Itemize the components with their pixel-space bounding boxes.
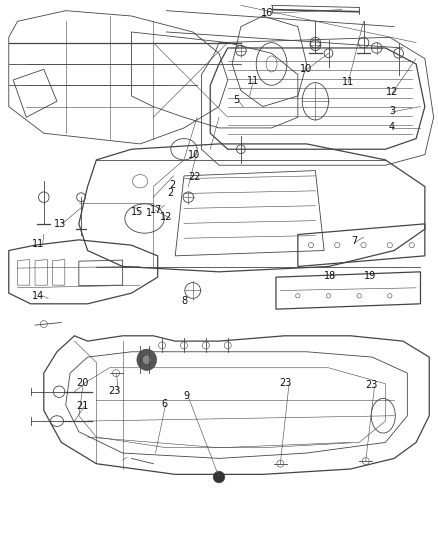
- Text: 13: 13: [54, 219, 67, 229]
- Text: 4: 4: [389, 122, 395, 132]
- Ellipse shape: [137, 349, 157, 370]
- Text: 12: 12: [386, 87, 398, 97]
- Text: 19: 19: [364, 271, 376, 281]
- Text: 5: 5: [233, 95, 240, 105]
- Text: 8: 8: [182, 296, 188, 306]
- Text: 10: 10: [300, 64, 312, 74]
- Text: 11: 11: [247, 76, 259, 86]
- Text: 2: 2: [168, 189, 174, 198]
- Text: 3: 3: [389, 106, 395, 116]
- Text: 1: 1: [146, 208, 152, 218]
- Text: 2: 2: [170, 181, 176, 190]
- Text: 10: 10: [188, 150, 200, 159]
- Text: 7: 7: [351, 237, 357, 246]
- Text: 22: 22: [188, 172, 200, 182]
- Text: 23: 23: [279, 378, 292, 387]
- Ellipse shape: [142, 355, 151, 365]
- Text: 12: 12: [160, 213, 173, 222]
- Text: 17: 17: [150, 205, 162, 215]
- Text: 14: 14: [32, 291, 45, 301]
- Text: 20: 20: [76, 378, 88, 387]
- Text: 21: 21: [76, 401, 88, 411]
- Text: 9: 9: [183, 391, 189, 401]
- Text: 11: 11: [32, 239, 45, 249]
- Text: 23: 23: [365, 380, 377, 390]
- Text: 11: 11: [342, 77, 354, 86]
- Text: 15: 15: [131, 207, 143, 217]
- Text: 23: 23: [109, 386, 121, 395]
- Text: 16: 16: [261, 9, 273, 18]
- Text: 6: 6: [161, 399, 167, 409]
- Circle shape: [213, 471, 225, 483]
- Text: 18: 18: [324, 271, 336, 281]
